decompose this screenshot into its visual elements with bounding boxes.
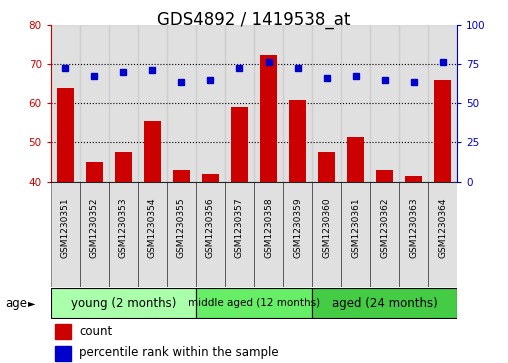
Text: young (2 months): young (2 months)	[71, 297, 176, 310]
Bar	[138, 25, 167, 182]
Text: GSM1230361: GSM1230361	[351, 197, 360, 258]
Bar	[312, 182, 341, 287]
Bar	[225, 25, 254, 182]
Bar	[370, 182, 399, 287]
Bar	[55, 324, 71, 339]
Bar	[80, 25, 109, 182]
Bar	[399, 182, 428, 287]
Bar	[173, 170, 190, 182]
Bar	[399, 25, 428, 182]
Bar	[312, 288, 457, 318]
Bar	[144, 121, 161, 182]
Text: middle aged (12 months): middle aged (12 months)	[188, 298, 320, 308]
Text: GSM1230364: GSM1230364	[438, 197, 447, 258]
Bar	[428, 25, 457, 182]
Text: count: count	[79, 325, 112, 338]
Text: GSM1230356: GSM1230356	[206, 197, 215, 258]
Bar	[51, 25, 80, 182]
Text: GSM1230362: GSM1230362	[380, 197, 389, 258]
Bar	[109, 25, 138, 182]
Bar	[376, 170, 393, 182]
Text: GDS4892 / 1419538_at: GDS4892 / 1419538_at	[157, 11, 351, 29]
Bar	[347, 136, 364, 182]
Text: GSM1230353: GSM1230353	[119, 197, 128, 258]
Bar	[80, 182, 109, 287]
Bar	[231, 107, 248, 182]
Bar	[138, 182, 167, 287]
Text: GSM1230363: GSM1230363	[409, 197, 418, 258]
Text: GSM1230359: GSM1230359	[293, 197, 302, 258]
Bar	[341, 25, 370, 182]
Bar	[312, 25, 341, 182]
Bar	[254, 182, 283, 287]
Text: GSM1230360: GSM1230360	[322, 197, 331, 258]
Bar	[167, 182, 196, 287]
Text: percentile rank within the sample: percentile rank within the sample	[79, 346, 279, 359]
Text: GSM1230351: GSM1230351	[61, 197, 70, 258]
Bar	[196, 25, 225, 182]
Bar	[254, 25, 283, 182]
Bar	[341, 182, 370, 287]
Bar	[260, 55, 277, 182]
Text: aged (24 months): aged (24 months)	[332, 297, 437, 310]
Bar	[51, 288, 196, 318]
Text: GSM1230352: GSM1230352	[90, 197, 99, 258]
Bar	[196, 288, 312, 318]
Bar	[202, 174, 219, 182]
Bar	[51, 182, 80, 287]
Bar	[289, 99, 306, 182]
Bar	[283, 182, 312, 287]
Text: GSM1230358: GSM1230358	[264, 197, 273, 258]
Bar	[55, 346, 71, 361]
Bar	[405, 176, 422, 182]
Bar	[109, 182, 138, 287]
Bar	[428, 182, 457, 287]
Bar	[115, 152, 132, 182]
Bar	[318, 152, 335, 182]
Text: GSM1230355: GSM1230355	[177, 197, 186, 258]
Bar	[56, 88, 74, 182]
Text: GSM1230357: GSM1230357	[235, 197, 244, 258]
Text: ►: ►	[28, 298, 36, 308]
Bar	[167, 25, 196, 182]
Text: GSM1230354: GSM1230354	[148, 197, 157, 258]
Bar	[196, 182, 225, 287]
Text: age: age	[5, 297, 27, 310]
Bar	[434, 80, 452, 182]
Bar	[370, 25, 399, 182]
Bar	[225, 182, 254, 287]
Bar	[86, 162, 103, 182]
Bar	[283, 25, 312, 182]
